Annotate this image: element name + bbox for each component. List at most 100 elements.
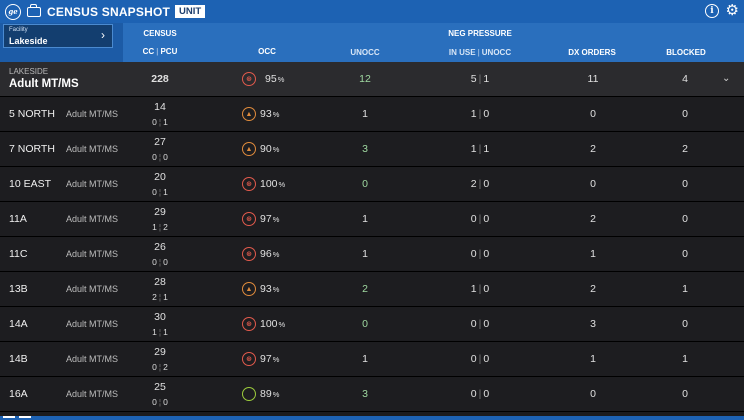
blocked-value: 1: [682, 353, 688, 365]
briefcase-icon: [27, 3, 41, 17]
unocc-value: 3: [362, 388, 368, 400]
neg-pressure-value: 0 | 0: [470, 213, 490, 225]
occupancy-value: 90%: [260, 143, 280, 155]
blocked-value: 0: [682, 213, 688, 225]
summary-blocked: 4: [682, 73, 688, 85]
neg-pressure-value: 1 | 0: [470, 283, 490, 295]
unocc-value: 0: [362, 318, 368, 330]
census-total: 26: [154, 241, 166, 253]
summary-site: LAKESIDE: [9, 67, 49, 76]
dx-orders-value: 1: [590, 353, 596, 365]
unit-type: Adult MT/MS: [66, 389, 119, 399]
neg-pressure-value: 0 | 0: [470, 388, 490, 400]
occupancy-orange-icon: ▲: [242, 282, 256, 296]
occupancy-value: 100%: [260, 178, 286, 190]
unit-name: 14A: [9, 318, 28, 330]
occupancy-orange-icon: ▲: [242, 107, 256, 121]
page-indicator: [3, 416, 15, 418]
chevron-down-icon[interactable]: ⌄: [722, 73, 731, 84]
table-row[interactable]: 14B Adult MT/MS 29 0 ¦ 2 ⊛ 97% 1 0 | 0 1 1: [0, 342, 744, 377]
neg-pressure-value: 0 | 0: [470, 248, 490, 260]
unocc-value: 1: [362, 108, 368, 120]
table-row[interactable]: 10 EAST Adult MT/MS 20 0 ¦ 1 ⊛ 100% 0 2 | 0 …: [0, 167, 744, 202]
occupancy-green-icon: [242, 387, 256, 401]
cc-pcu: 0 ¦ 2: [152, 362, 168, 372]
neg-pressure-value: 2 | 0: [470, 178, 490, 190]
unit-type: Adult MT/MS: [66, 179, 119, 189]
cc-pcu: 0 ¦ 0: [152, 152, 168, 162]
header-neg-in-use-unocc: IN USE | UNOCC: [448, 48, 512, 57]
cc-pcu: 1 ¦ 1: [152, 327, 168, 337]
unit-name: 14B: [9, 353, 28, 365]
census-total: 20: [154, 171, 166, 183]
summary-occ: 95%: [265, 73, 285, 85]
unit-tag[interactable]: UNIT: [175, 5, 206, 18]
occupancy-red-icon: ⊛: [242, 247, 256, 261]
column-header: Facility Lakeside › CENSUS CC | PCU OCC UN…: [0, 23, 744, 62]
bottom-indicator: [0, 416, 744, 420]
table-row[interactable]: 13B Adult MT/MS 28 2 ¦ 1 ▲ 93% 2 1 | 0 2 1: [0, 272, 744, 307]
unit-type: Adult MT/MS: [66, 214, 119, 224]
facility-value: Lakeside: [9, 36, 48, 46]
table-row[interactable]: 14A Adult MT/MS 30 1 ¦ 1 ⊛ 100% 0 0 | 0 3 0: [0, 307, 744, 342]
unocc-value: 1: [362, 248, 368, 260]
cc-pcu: 0 ¦ 0: [152, 397, 168, 407]
census-total: 28: [154, 276, 166, 288]
occupancy-value: 96%: [260, 248, 280, 260]
info-circle-icon[interactable]: i: [705, 4, 719, 18]
occupancy-red-icon: ⊛: [242, 177, 256, 191]
app-title: CENSUS SNAPSHOT: [47, 4, 171, 19]
neg-pressure-value: 1 | 1: [470, 143, 490, 155]
neg-pressure-value: 0 | 0: [470, 318, 490, 330]
occupancy-value: 97%: [260, 353, 280, 365]
census-total: 29: [154, 206, 166, 218]
unocc-value: 3: [362, 143, 368, 155]
census-total: 25: [154, 381, 166, 393]
blocked-value: 0: [682, 108, 688, 120]
header-blocked: BLOCKED: [666, 48, 706, 57]
summary-dx-orders: 11: [587, 73, 599, 85]
census-total: 27: [154, 136, 166, 148]
dx-orders-value: 2: [590, 283, 596, 295]
occupancy-value: 100%: [260, 318, 286, 330]
ge-logo-icon: ge: [5, 3, 21, 20]
dx-orders-value: 0: [590, 388, 596, 400]
occupancy-value: 89%: [260, 388, 280, 400]
page-indicator: [19, 416, 31, 418]
header-census: CENSUS: [143, 29, 177, 38]
blocked-value: 0: [682, 388, 688, 400]
dx-orders-value: 0: [590, 178, 596, 190]
cc-pcu: 1 ¦ 2: [152, 222, 168, 232]
cc-pcu: 0 ¦ 1: [152, 187, 168, 197]
unocc-value: 1: [362, 213, 368, 225]
table-row[interactable]: 11C Adult MT/MS 26 0 ¦ 0 ⊛ 96% 1 0 | 0 1 0: [0, 237, 744, 272]
neg-pressure-value: 1 | 0: [470, 108, 490, 120]
table-row[interactable]: 11A Adult MT/MS 29 1 ¦ 2 ⊛ 97% 1 0 | 0 2 0: [0, 202, 744, 237]
unit-name: 5 NORTH: [9, 108, 55, 120]
header-background: [123, 23, 744, 62]
unit-name: 13B: [9, 283, 28, 295]
table-row[interactable]: 7 NORTH Adult MT/MS 27 0 ¦ 0 ▲ 90% 3 1 | 1 2…: [0, 132, 744, 167]
cc-pcu: 0 ¦ 0: [152, 257, 168, 267]
unocc-value: 0: [362, 178, 368, 190]
gear-icon[interactable]: ⚙: [725, 2, 739, 19]
table-row[interactable]: 16A Adult MT/MS 25 0 ¦ 0 89% 3 0 | 0 0 0: [0, 377, 744, 412]
dx-orders-value: 1: [590, 248, 596, 260]
occupancy-orange-icon: ▲: [242, 142, 256, 156]
unit-type: Adult MT/MS: [66, 319, 119, 329]
blocked-value: 1: [682, 283, 688, 295]
occupancy-red-icon: ⊛: [242, 317, 256, 331]
facility-label: Facility: [9, 27, 28, 33]
unit-type: Adult MT/MS: [66, 249, 119, 259]
occupancy-red-icon: ⊛: [242, 212, 256, 226]
dx-orders-value: 2: [590, 143, 596, 155]
unit-type: Adult MT/MS: [66, 109, 119, 119]
summary-neg-pressure: 5 | 1: [470, 73, 490, 85]
table-row[interactable]: 5 NORTH Adult MT/MS 14 0 ¦ 1 ▲ 93% 1 1 | 0 0…: [0, 97, 744, 132]
summary-row[interactable]: LAKESIDE Adult MT/MS 228 ⊛ 95% 12 5 | 1 11…: [0, 62, 744, 97]
header-cc-pcu: CC | PCU: [142, 47, 178, 56]
neg-pressure-value: 0 | 0: [470, 353, 490, 365]
facility-selector[interactable]: Facility Lakeside ›: [3, 24, 113, 48]
dx-orders-value: 0: [590, 108, 596, 120]
occupancy-value: 97%: [260, 213, 280, 225]
